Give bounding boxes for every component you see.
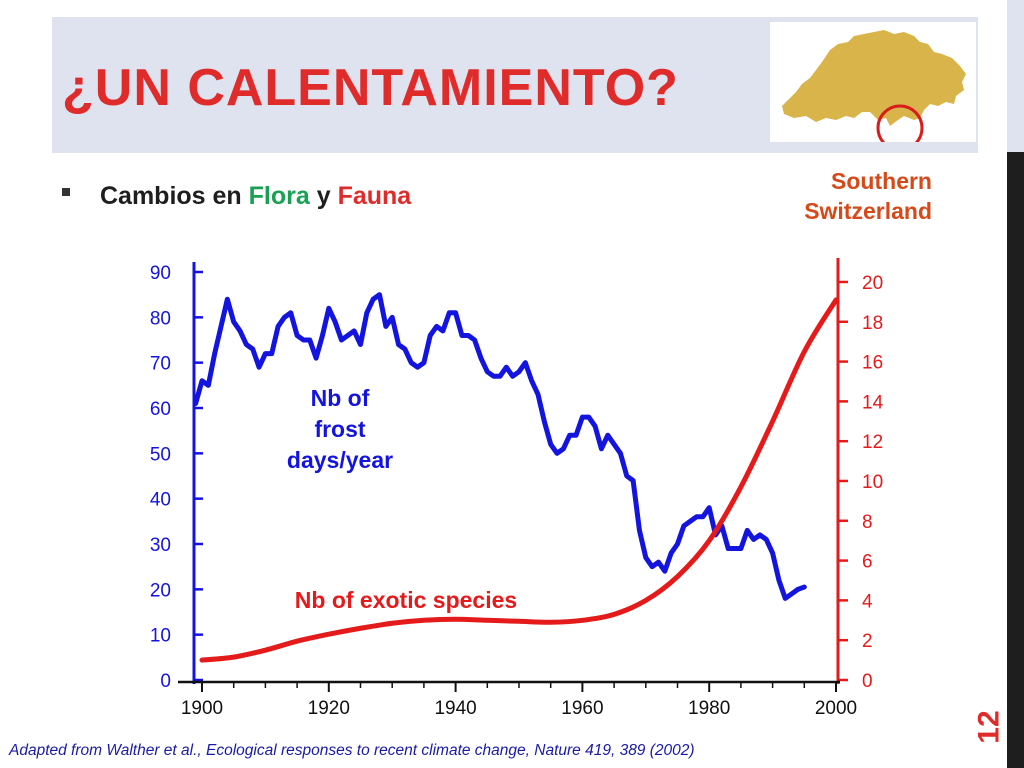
left-y-tick-label: 90 [150,263,171,284]
right-y-tick-label: 8 [862,512,873,533]
left-y-tick-label: 10 [150,626,171,647]
left-y-tick-label: 70 [150,354,171,375]
frost-days-label: days/year [287,447,393,473]
left-y-tick-label: 20 [150,580,171,601]
x-tick-label: 2000 [815,698,857,719]
bullet-prefix: Cambios en [100,182,249,210]
bullet-middle: y [309,182,338,210]
map-label-line2: Switzerland [804,198,932,224]
right-y-tick-label: 10 [862,472,883,493]
map-label-line1: Southern [831,168,932,194]
right-strip-top [1007,0,1024,152]
x-tick-label: 1900 [181,698,223,719]
switzerland-map [770,22,976,152]
left-y-tick-label: 30 [150,535,171,556]
left-y-tick-label: 50 [150,444,171,465]
citation: Adapted from Walther et al., Ecological … [9,742,695,759]
left-y-tick-label: 80 [150,308,171,329]
frost-days-label: Nb of [311,385,370,411]
right-y-tick-label: 20 [862,273,883,294]
right-y-tick-label: 4 [862,591,873,612]
right-y-tick-label: 2 [862,631,873,652]
slide-number: 12 [972,710,1006,744]
left-y-tick-label: 60 [150,399,171,420]
switzerland-shape [782,30,966,126]
exotic-species-label: Nb of exotic species [295,587,517,613]
series-frost-days-line [193,292,807,601]
fauna-word: Fauna [337,182,412,210]
bullet-marker [62,188,70,196]
left-y-tick-label: 40 [150,490,171,511]
x-tick-label: 1960 [561,698,603,719]
series-exotic-species-line [199,297,839,663]
bullet-text: Cambios en Flora y Fauna [100,182,411,211]
right-y-tick-label: 0 [862,671,873,692]
right-edge-strip [1007,0,1024,768]
x-tick-label: 1940 [434,698,476,719]
x-tick-label: 1920 [308,698,350,719]
right-strip-bottom [1007,152,1024,768]
right-y-tick-label: 12 [862,432,883,453]
right-y-tick-label: 18 [862,313,883,334]
frost-days-label: frost [314,416,365,442]
right-y-tick-label: 6 [862,552,873,573]
right-y-tick-label: 16 [862,353,883,374]
left-y-tick-label: 0 [160,671,171,692]
right-y-tick-label: 14 [862,392,884,413]
x-tick-label: 1980 [688,698,730,719]
southern-switzerland-label: Southern Switzerland [780,166,932,226]
slide-title: ¿UN CALENTAMIENTO? [62,59,679,117]
flora-word: Flora [248,182,310,210]
